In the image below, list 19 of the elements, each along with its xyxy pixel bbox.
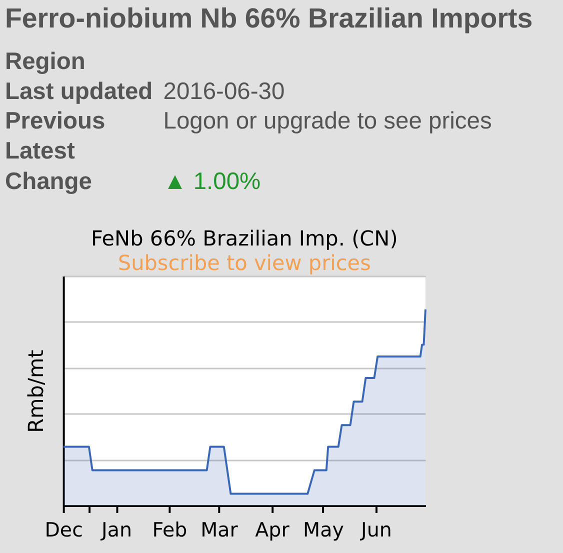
text: Last updated (4, 78, 153, 105)
x-tick-label: Jun (358, 518, 392, 542)
x-tick-label: Feb (152, 518, 188, 542)
x-tick-label: Jan (100, 518, 132, 542)
text: Previous (4, 108, 106, 135)
text: ▲ 1.00% (163, 168, 261, 195)
x-tick-label: Mar (200, 518, 239, 542)
x-tick-label: Apr (255, 518, 290, 542)
chart-subtitle: Subscribe to view prices (118, 251, 371, 276)
y-axis-title: Rmb/mt (24, 350, 48, 433)
text: Latest (4, 138, 75, 164)
text: Region (4, 49, 86, 76)
text: 2016-06-30 (163, 78, 285, 105)
text: Ferro-niobium Nb 66% Brazilian Imports (4, 2, 533, 34)
chart-title: FeNb 66% Brazilian Imp. (CN) (90, 226, 398, 250)
text: Change (4, 168, 92, 195)
text: Logon or upgrade to see prices (163, 108, 492, 135)
x-tick-label: Dec (44, 518, 83, 542)
x-tick-label: May (303, 518, 344, 542)
